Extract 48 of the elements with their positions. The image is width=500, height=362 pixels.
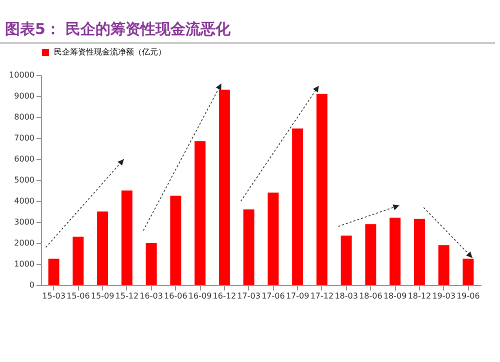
legend-label: 民企筹资性现金流净额（亿元） [54, 48, 166, 56]
x-tick-label: 19-03 [432, 292, 456, 300]
bar [390, 218, 401, 285]
bar [414, 218, 425, 285]
y-tick-label: 1000 [14, 260, 34, 268]
bar [438, 245, 450, 285]
x-tick-label: 18-03 [334, 292, 358, 300]
y-tick-label: 8000 [14, 112, 34, 122]
bar [48, 258, 60, 285]
x-tick-label: 18-06 [359, 292, 382, 300]
x-tick-label: 17-03 [237, 292, 260, 300]
x-tick-label: 15-06 [66, 292, 90, 300]
bar [292, 128, 304, 285]
bar [365, 224, 376, 285]
x-tick-label: 18-09 [383, 292, 407, 300]
x-tick-label: 16-09 [188, 292, 212, 300]
y-tick-label: 9000 [14, 92, 34, 100]
y-tick-label: 10000 [9, 70, 34, 80]
bar [146, 243, 157, 285]
x-tick-label: 15-09 [90, 292, 114, 300]
bar [97, 212, 108, 285]
bar [316, 94, 328, 285]
bar [194, 141, 206, 285]
bar [170, 196, 182, 285]
x-tick-label: 17-06 [262, 292, 285, 300]
chart-title: 图表5： 民企的筹资性现金流恶化 [0, 0, 495, 44]
y-tick-label: 0 [29, 280, 34, 290]
x-tick-label: 16-06 [164, 292, 188, 300]
bar [72, 236, 84, 285]
bar [121, 190, 132, 285]
x-tick-label: 15-12 [115, 292, 139, 300]
bar [218, 90, 230, 285]
y-tick-label: 6000 [14, 154, 34, 164]
y-tick-label: 2000 [14, 238, 34, 248]
y-tick-label: 4000 [14, 196, 34, 206]
y-tick-label: 7000 [14, 134, 34, 142]
bar [243, 209, 254, 285]
x-tick-label: 19-06 [456, 292, 480, 300]
bar [340, 236, 352, 285]
x-tick-label: 15-03 [42, 292, 66, 300]
x-tick-label: 17-09 [286, 292, 310, 300]
x-tick-label: 17-12 [310, 292, 334, 300]
y-tick-label: 5000 [14, 176, 34, 184]
y-tick-label: 3000 [14, 218, 34, 226]
x-tick-label: 16-03 [140, 292, 163, 300]
x-tick-label: 18-12 [408, 292, 432, 300]
bar [268, 192, 279, 285]
x-tick-label: 16-12 [212, 292, 236, 300]
